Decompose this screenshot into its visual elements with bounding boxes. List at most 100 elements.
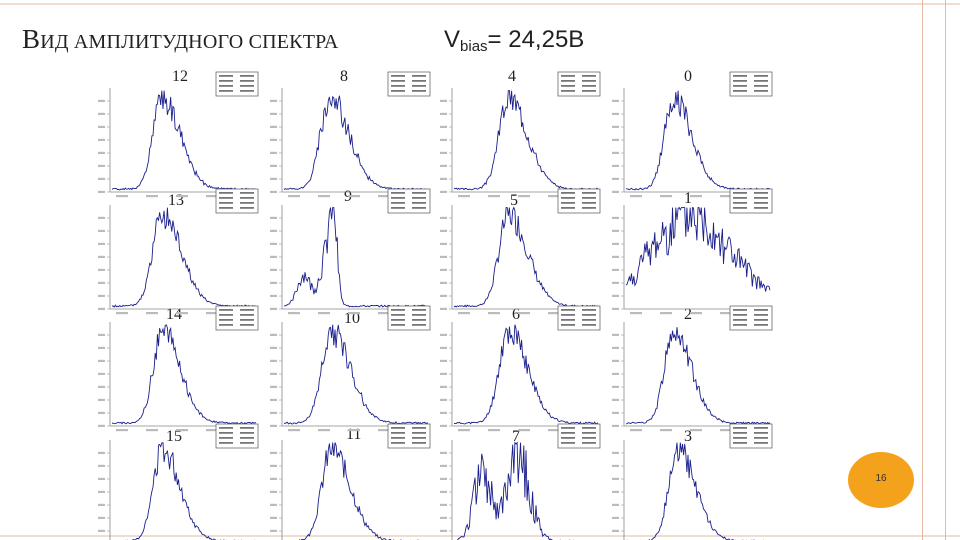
stats-value [754,427,768,429]
stats-value [754,309,768,311]
plot-label-1: 1 [684,190,692,207]
stats-text [391,324,405,326]
y-tick-label [98,516,105,519]
stats-value [240,202,254,204]
stats-value [754,90,768,92]
plot-label-5: 5 [510,192,518,209]
y-tick-label [612,359,619,362]
stats-text [733,90,747,92]
vbias-label: Vbias= 24,25В [444,26,584,55]
stats-text [219,207,233,209]
stats-value [240,324,254,326]
stats-text [391,197,405,199]
y-tick-label [270,398,277,401]
stats-text [733,75,747,77]
stats-value [240,75,254,77]
stats-text [219,309,233,311]
spectrum-curve [626,442,764,540]
stats-value [754,197,768,199]
page-number-badge: 16 [848,452,914,508]
stats-value [240,442,254,444]
stats-text [391,192,405,194]
stats-text [561,207,575,209]
stats-text [733,437,747,439]
y-tick-label [440,164,447,167]
stats-text [391,437,405,439]
spectrum-curve [283,95,429,191]
plot-label-12: 12 [172,68,188,85]
spectrum-plot-14 [98,305,259,432]
stats-value [582,75,596,77]
y-tick-label [270,424,277,427]
stats-value [582,80,596,82]
stats-value [412,197,426,199]
y-tick-label [440,268,447,271]
y-tick-label [270,490,277,493]
y-tick-label [612,138,619,141]
y-tick-label [440,490,447,493]
stats-value [240,319,254,321]
x-tick-label [630,312,642,315]
y-tick-label [98,385,105,388]
stats-text [561,202,575,204]
x-tick-label [116,312,128,315]
plot-label-7: 7 [512,428,520,445]
y-tick-label [612,307,619,310]
y-tick-label [98,333,105,336]
y-tick-label [270,99,277,102]
y-tick-label [270,372,277,375]
stats-text [733,197,747,199]
x-tick-label [630,195,642,198]
y-tick-label [270,229,277,232]
spectrum-plot-11 [270,423,431,540]
y-tick-label [440,372,447,375]
y-tick-label [612,164,619,167]
x-tick-label [146,312,158,315]
y-tick-label [440,398,447,401]
y-tick-label [98,99,105,102]
x-tick-label [660,312,672,315]
y-tick-label [270,190,277,193]
stats-value [412,75,426,77]
x-tick-label [146,195,158,198]
y-tick-label [440,294,447,297]
y-tick-label [612,229,619,232]
stats-value [412,90,426,92]
spectrum-plot-1 [612,188,773,315]
y-tick-label [98,503,105,506]
stats-text [391,75,405,77]
y-tick-label [440,99,447,102]
y-tick-label [612,529,619,532]
y-tick-label [270,333,277,336]
spectrum-curve [112,207,256,308]
x-tick-label [206,429,218,432]
y-tick-label [270,359,277,362]
stats-value [240,197,254,199]
stats-value [240,207,254,209]
y-tick-label [440,333,447,336]
stats-text [391,442,405,444]
y-tick-label [612,294,619,297]
y-tick-label [98,477,105,480]
stats-text [391,85,405,87]
title-first-letter: В [22,24,41,54]
x-tick-label [116,429,128,432]
stats-value [412,437,426,439]
y-tick-label [612,333,619,336]
stats-value [754,432,768,434]
stats-value [754,207,768,209]
x-tick-label [116,195,128,198]
x-tick-label [288,195,300,198]
stats-text [733,314,747,316]
y-tick-label [612,346,619,349]
plot-label-8: 8 [340,68,348,85]
stats-text [561,75,575,77]
stats-value [412,85,426,87]
plot-label-15: 15 [166,428,182,445]
title-rest: ИД АМПЛИТУДНОГО СПЕКТРА [40,31,339,53]
y-tick-label [612,424,619,427]
y-tick-label [440,216,447,219]
vbias-subscript: bias [460,38,488,55]
stats-value [582,85,596,87]
